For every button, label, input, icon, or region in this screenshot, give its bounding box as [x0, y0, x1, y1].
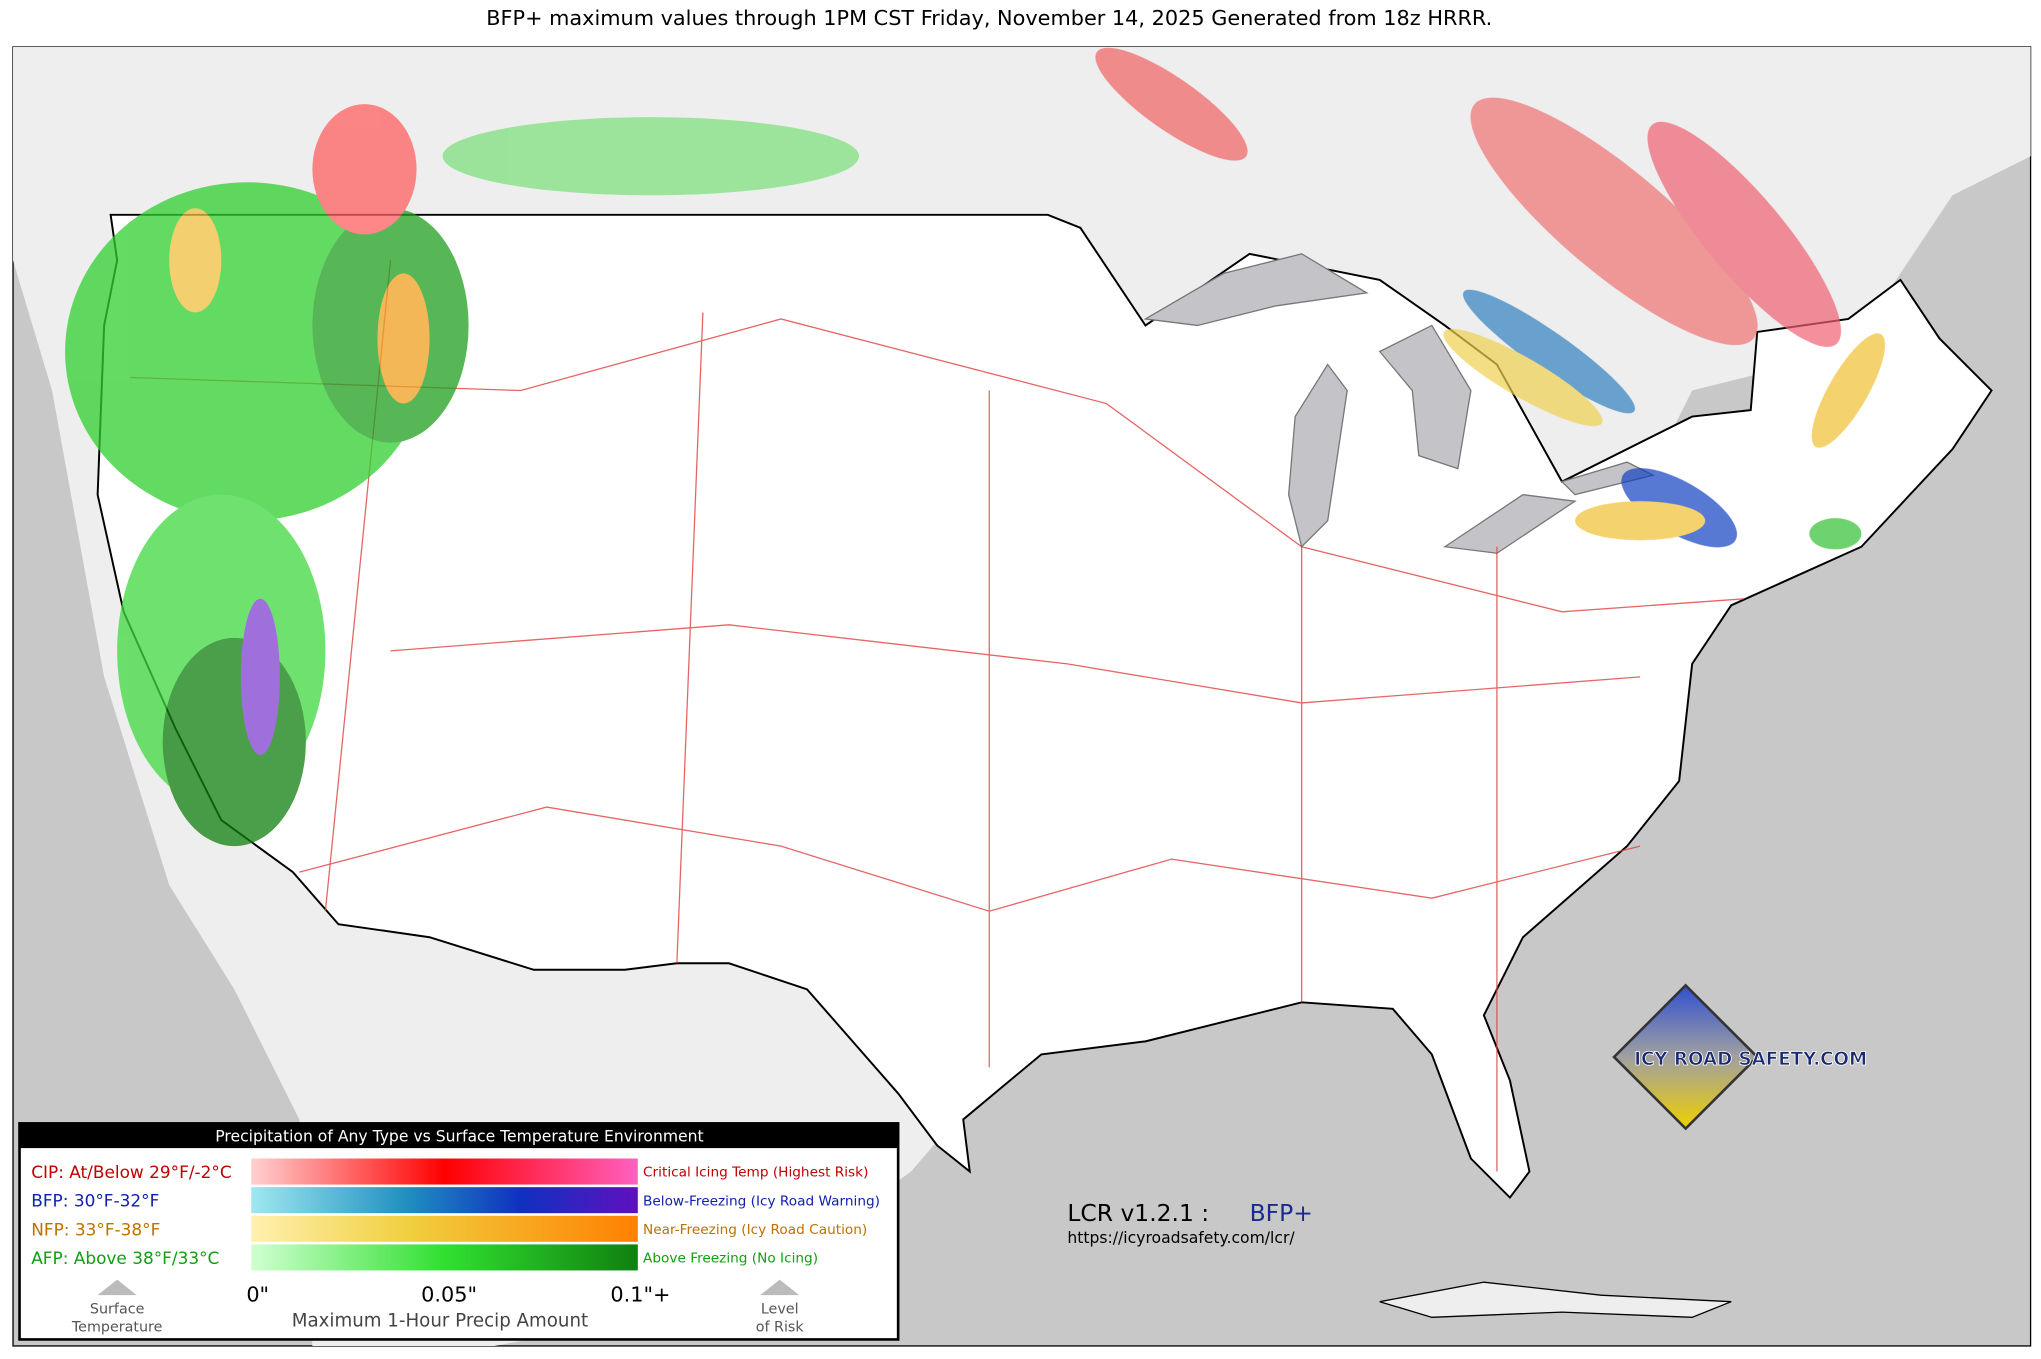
- precip-west: [65, 104, 860, 847]
- product: BFP+: [1250, 1199, 1313, 1227]
- cuba: [1379, 1281, 1732, 1318]
- scale-label: 0.05": [421, 1283, 477, 1307]
- logo: ICY ROAD SAFETY.COM: [1612, 983, 1868, 1131]
- legend-description: Near-Freezing (Icy Road Caution): [643, 1222, 867, 1238]
- arrow: [760, 1279, 800, 1296]
- scale-label: 0": [246, 1283, 269, 1307]
- logo-text: ICY ROAD SAFETY.COM: [1634, 1049, 1867, 1070]
- version: LCR v1.2.1 :: [1067, 1199, 1209, 1227]
- arrow-label: Surface: [90, 1301, 145, 1317]
- legend-label: AFP: Above 38°F/33°C: [31, 1248, 219, 1268]
- interstates: [130, 260, 1745, 1172]
- legend-label: NFP: 33°F-38°F: [31, 1219, 160, 1239]
- legend-description: Above Freezing (No Icing): [643, 1251, 818, 1267]
- precip-east: [1095, 47, 1886, 550]
- legend-label: BFP: 30°F-32°F: [31, 1191, 159, 1211]
- title: BFP+ maximum values through 1PM CST Frid…: [486, 6, 1492, 30]
- legend-title: Precipitation of Any Type vs Surface Tem…: [215, 1128, 703, 1146]
- arrow-label: Temperature: [71, 1320, 163, 1336]
- legend-description: Critical Icing Temp (Highest Risk): [643, 1165, 868, 1181]
- scale-title: Maximum 1-Hour Precip Amount: [292, 1310, 588, 1331]
- arrow-label: Level: [761, 1301, 799, 1317]
- arrow-label: of Risk: [756, 1320, 805, 1336]
- arrow: [97, 1279, 137, 1296]
- united-states: [96, 213, 1993, 1200]
- legend-label: CIP: At/Below 29°F/-2°C: [31, 1162, 231, 1182]
- url: https://icyroadsafety.com/lcr/: [1067, 1229, 1295, 1247]
- legend: Precipitation of Any Type vs Surface Tem…: [18, 1122, 900, 1341]
- scale-label: 0.1"+: [610, 1283, 670, 1307]
- legend-description: Below-Freezing (Icy Road Warning): [643, 1193, 880, 1209]
- great-lakes: [1143, 253, 1655, 554]
